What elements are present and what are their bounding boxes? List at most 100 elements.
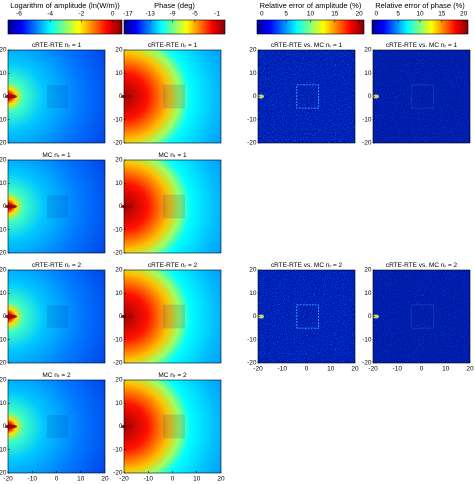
y-tick-label: -20 <box>0 360 7 367</box>
heatmap <box>124 270 221 363</box>
source <box>121 424 133 429</box>
inclusion <box>46 414 69 439</box>
title-end: = 1 <box>448 42 458 49</box>
heatmap-noise <box>258 50 355 143</box>
y-tick-label: 0 <box>3 203 7 210</box>
inclusion <box>296 84 320 109</box>
y-tick-label: 0 <box>3 93 7 100</box>
y-tick-label: -20 <box>113 250 123 257</box>
title-subscript: r <box>174 374 176 379</box>
source <box>258 94 264 99</box>
y-tick-label: 10 <box>115 400 123 407</box>
y-tick-label: 10 <box>115 180 123 187</box>
y-tick-label: -10 <box>113 446 123 453</box>
heatmap <box>124 50 221 143</box>
y-tick-label: 10 <box>0 70 7 77</box>
title-end: = 2 <box>448 262 458 269</box>
x-tick-label: -10 <box>144 476 154 483</box>
y-tick-label: 10 <box>0 290 7 297</box>
panel-title: cRTE-RTE vs. MC nr = 2 <box>271 262 343 269</box>
x-tick-label: -10 <box>393 366 403 373</box>
y-tick-label: -10 <box>247 116 257 123</box>
y-tick-label: -10 <box>0 226 7 233</box>
colorbar-tick-label: -9 <box>170 11 176 18</box>
title-text: cRTE-RTE n <box>148 42 185 49</box>
panel-title: cRTE-RTE nr = 1 <box>32 42 82 49</box>
colorbar-tick-label: 0 <box>111 11 115 18</box>
title-text: MC n <box>158 372 174 379</box>
title-text: cRTE-RTE vs. MC n <box>386 262 445 269</box>
y-tick-label: -20 <box>247 140 257 147</box>
title-end: = 2 <box>177 372 187 379</box>
y-tick-label: -10 <box>362 116 372 123</box>
heatmap <box>8 270 105 363</box>
inclusion <box>162 84 185 109</box>
title-text: cRTE-RTE n <box>32 42 69 49</box>
title-text: MC n <box>42 152 58 159</box>
x-tick-label: -20 <box>119 476 129 483</box>
y-tick-label: 10 <box>115 70 123 77</box>
x-tick-label: 10 <box>327 366 335 373</box>
panel-title: MC nr = 1 <box>158 152 187 159</box>
colorbar-title: Phase (deg) <box>154 1 195 10</box>
y-tick-label: 0 <box>119 423 123 430</box>
colorbar <box>7 19 123 35</box>
inclusion <box>162 304 185 329</box>
panel-title: cRTE-RTE vs. MC nr = 1 <box>386 42 458 49</box>
panel-title: cRTE-RTE vs. MC nr = 2 <box>386 262 458 269</box>
title-text: cRTE-RTE vs. MC n <box>386 42 445 49</box>
source <box>258 314 264 319</box>
colorbar-tick-label: -5 <box>192 11 198 18</box>
colorbar-tick-label: -4 <box>47 11 53 18</box>
y-tick-label: -10 <box>0 336 7 343</box>
heatmap <box>8 160 105 253</box>
y-tick-label: 0 <box>368 93 372 100</box>
panel-title: cRTE-RTE nr = 1 <box>148 42 198 49</box>
y-tick-label: 20 <box>249 267 257 274</box>
y-tick-label: -20 <box>113 360 123 367</box>
colorbar-tick-label: 20 <box>356 11 364 18</box>
source <box>373 314 379 319</box>
inclusion <box>411 84 434 109</box>
y-tick-label: 0 <box>253 93 257 100</box>
title-subscript: r <box>58 374 60 379</box>
colorbar-tick-label: 0 <box>375 11 379 18</box>
inclusion <box>46 304 69 329</box>
title-end: = 1 <box>333 42 343 49</box>
title-subscript: r <box>329 44 331 49</box>
panel-title: MC nr = 1 <box>42 152 71 159</box>
y-tick-label: 20 <box>0 157 7 164</box>
colorbar-title: Relative error of amplitude (%) <box>260 1 362 10</box>
title-subscript: r <box>68 44 70 49</box>
y-tick-label: 20 <box>115 157 123 164</box>
y-tick-label: 20 <box>0 47 7 54</box>
x-tick-label: -20 <box>3 476 13 483</box>
y-tick-label: 0 <box>3 423 7 430</box>
title-end: = 2 <box>61 372 71 379</box>
title-end: = 1 <box>177 152 187 159</box>
y-tick-label: -10 <box>247 336 257 343</box>
y-tick-label: 10 <box>115 290 123 297</box>
title-subscript: r <box>184 264 186 269</box>
source <box>5 424 17 429</box>
title-end: = 2 <box>188 262 198 269</box>
y-tick-label: 20 <box>364 267 372 274</box>
panel-title: cRTE-RTE nr = 2 <box>32 262 82 269</box>
colorbar-tick-label: -2 <box>79 11 85 18</box>
x-tick-label: 10 <box>193 476 201 483</box>
title-subscript: r <box>329 264 331 269</box>
y-tick-label: 0 <box>119 93 123 100</box>
x-tick-label: 20 <box>466 366 474 373</box>
y-tick-label: -20 <box>0 140 7 147</box>
y-tick-label: 0 <box>368 313 372 320</box>
y-tick-label: -10 <box>113 116 123 123</box>
title-subscript: r <box>174 154 176 159</box>
y-tick-label: -10 <box>0 116 7 123</box>
title-subscript: r <box>58 154 60 159</box>
x-tick-label: -20 <box>253 366 263 373</box>
y-tick-label: 10 <box>364 290 372 297</box>
x-tick-label: 20 <box>217 476 225 483</box>
title-subscript: r <box>68 264 70 269</box>
inclusion <box>411 304 434 329</box>
title-end: = 1 <box>188 42 198 49</box>
